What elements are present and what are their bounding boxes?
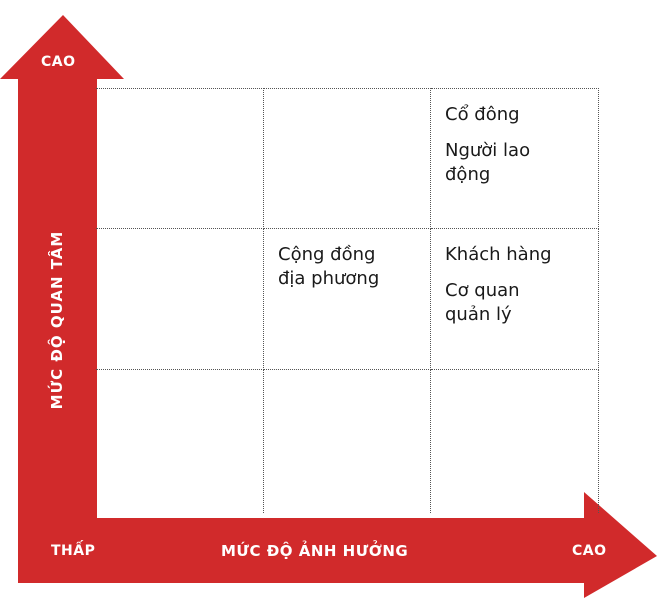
matrix-grid: Cổ đông Người lao động Cộng đồng địa phư… (96, 88, 599, 513)
cell-r1c2 (264, 88, 431, 229)
cell-r3c2 (264, 370, 431, 513)
y-axis-arrow (0, 15, 124, 536)
x-axis-high-label: CAO (572, 543, 607, 559)
x-axis-title: MỨC ĐỘ ẢNH HƯỞNG (221, 542, 409, 560)
stakeholder-label: Cộng đồng địa phương (278, 244, 380, 289)
y-axis-title: MỨC ĐỘ QUAN TÂM (48, 230, 66, 410)
y-axis-high-label: CAO (41, 54, 76, 70)
x-axis-arrow (18, 492, 657, 598)
stakeholder-label: Cổ đông (445, 104, 520, 125)
cell-r3c1 (96, 370, 264, 513)
cell-r1c3: Cổ đông Người lao động (431, 88, 599, 229)
cell-r2c3: Khách hàng Cơ quan quản lý (431, 229, 599, 370)
cell-r3c3 (431, 370, 599, 513)
stakeholder-label: Cơ quan quản lý (445, 280, 520, 325)
stakeholder-label: Khách hàng (445, 244, 552, 265)
cell-r2c2: Cộng đồng địa phương (264, 229, 431, 370)
x-axis-low-label: THẤP (51, 543, 96, 559)
cell-r1c1 (96, 88, 264, 229)
stakeholder-label: Người lao động (445, 140, 531, 185)
cell-r2c1 (96, 229, 264, 370)
